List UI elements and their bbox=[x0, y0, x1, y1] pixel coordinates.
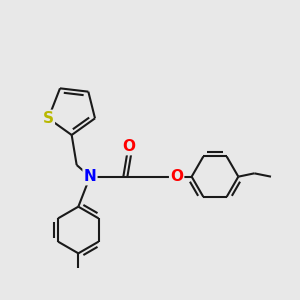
Text: O: O bbox=[170, 169, 183, 184]
Text: S: S bbox=[43, 111, 54, 126]
Text: N: N bbox=[84, 169, 96, 184]
Text: O: O bbox=[122, 139, 135, 154]
